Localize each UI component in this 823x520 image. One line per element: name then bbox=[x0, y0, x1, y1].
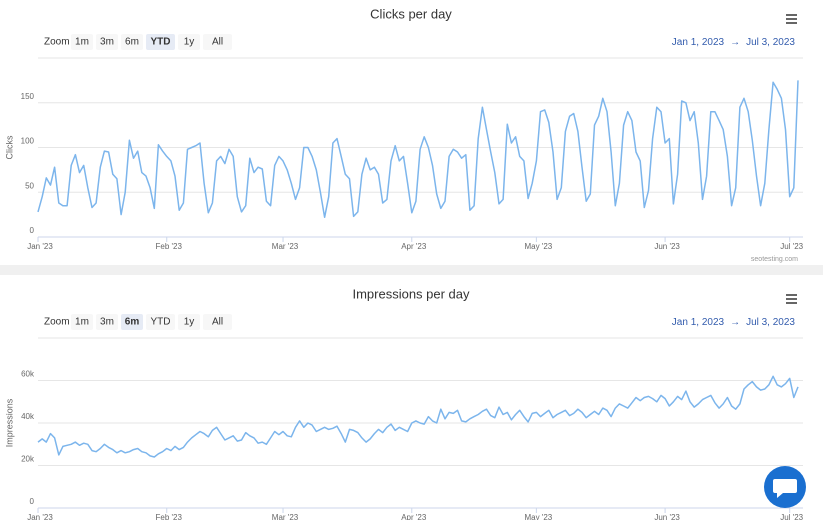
range-button[interactable]: YTD bbox=[146, 34, 175, 50]
menu-bar bbox=[786, 22, 797, 24]
range-button-label: 1y bbox=[184, 317, 195, 328]
y-tick-label: 50 bbox=[25, 181, 34, 190]
range-button[interactable]: 1y bbox=[178, 314, 200, 330]
range-button-label: All bbox=[212, 37, 223, 48]
range-button-bg bbox=[71, 314, 93, 330]
range-button-label: 1m bbox=[75, 317, 89, 328]
y-tick-label: 100 bbox=[21, 137, 35, 146]
range-button-label: 3m bbox=[100, 37, 114, 48]
x-tick-label: Jan '23 bbox=[27, 242, 53, 251]
x-tick-label: Mar '23 bbox=[272, 242, 299, 251]
x-tick-label: Jun '23 bbox=[654, 513, 680, 520]
range-button[interactable]: All bbox=[203, 314, 232, 330]
range-button-bg bbox=[96, 34, 118, 50]
menu-bar bbox=[786, 18, 797, 20]
x-tick-label: Jun '23 bbox=[654, 242, 680, 251]
range-button-bg bbox=[178, 314, 200, 330]
x-tick-label: May '23 bbox=[524, 513, 552, 520]
range-button-label: YTD bbox=[151, 37, 171, 48]
menu-bar bbox=[786, 14, 797, 16]
range-button-label: 1y bbox=[184, 37, 195, 48]
date-to: Jul 3, 2023 bbox=[746, 37, 795, 48]
range-button-label: 1m bbox=[75, 37, 89, 48]
range-button[interactable]: 6m bbox=[121, 314, 143, 330]
menu-bar bbox=[786, 302, 797, 304]
chart-title: Impressions per day bbox=[352, 286, 470, 301]
x-tick-label: Feb '23 bbox=[156, 242, 183, 251]
range-button-label: 3m bbox=[100, 317, 114, 328]
data-line bbox=[37, 375, 799, 458]
menu-bar bbox=[786, 298, 797, 300]
zoom-label: Zoom bbox=[44, 37, 70, 48]
y-tick-label: 60k bbox=[21, 370, 35, 379]
range-button-label: All bbox=[212, 317, 223, 328]
range-button[interactable]: All bbox=[203, 34, 232, 50]
separator bbox=[0, 265, 823, 275]
y-tick-label: 150 bbox=[21, 92, 35, 101]
menu-button[interactable] bbox=[786, 294, 797, 304]
range-button-bg bbox=[203, 314, 232, 330]
range-button[interactable]: 3m bbox=[96, 34, 118, 50]
x-tick-label: Apr '23 bbox=[401, 513, 427, 520]
chart-title: Clicks per day bbox=[370, 6, 452, 21]
range-button-bg bbox=[146, 314, 175, 330]
range-button-bg bbox=[146, 34, 175, 50]
range-button-bg bbox=[121, 34, 143, 50]
y-axis-title: Clicks bbox=[4, 135, 14, 159]
x-tick-label: Apr '23 bbox=[401, 242, 427, 251]
date-from: Jan 1, 2023 bbox=[672, 317, 725, 328]
range-button[interactable]: YTD bbox=[146, 314, 175, 330]
range-button-bg bbox=[71, 34, 93, 50]
date-to: Jul 3, 2023 bbox=[746, 317, 795, 328]
date-range: Jan 1, 2023 → Jul 3, 2023 bbox=[672, 37, 796, 48]
data-line bbox=[37, 80, 799, 219]
range-button-bg bbox=[178, 34, 200, 50]
chart: Impressions per day Zoom 1m 3m 6m YTD 1y All Jan… bbox=[4, 286, 803, 520]
x-tick-label: Jan '23 bbox=[27, 513, 53, 520]
range-button-bg bbox=[203, 34, 232, 50]
zoom-label: Zoom bbox=[44, 317, 70, 328]
range-button-label: 6m bbox=[125, 317, 140, 328]
x-tick-label: Jul '23 bbox=[780, 513, 803, 520]
menu-button[interactable] bbox=[786, 14, 797, 24]
x-tick-label: Mar '23 bbox=[272, 513, 299, 520]
range-button[interactable]: 1y bbox=[178, 34, 200, 50]
y-axis-title: Impressions bbox=[4, 398, 14, 447]
y-tick-label: 0 bbox=[30, 226, 35, 235]
menu-bar bbox=[786, 294, 797, 296]
range-button[interactable]: 1m bbox=[71, 34, 93, 50]
date-separator: → bbox=[730, 317, 740, 328]
date-range: Jan 1, 2023 → Jul 3, 2023 bbox=[672, 317, 796, 328]
chat-icon bbox=[773, 479, 797, 498]
x-tick-label: May '23 bbox=[524, 242, 552, 251]
x-tick-label: Feb '23 bbox=[156, 513, 183, 520]
range-button-bg bbox=[96, 314, 118, 330]
credits: seotesting.com bbox=[751, 256, 798, 263]
date-from: Jan 1, 2023 bbox=[672, 37, 725, 48]
range-button[interactable]: 1m bbox=[71, 314, 93, 330]
y-tick-label: 20k bbox=[21, 455, 35, 464]
chat-button[interactable] bbox=[764, 466, 806, 508]
chart: Clicks per day Zoom 1m 3m 6m YTD 1y All Jan 1, 2… bbox=[4, 6, 803, 262]
range-button-label: YTD bbox=[151, 317, 171, 328]
y-tick-label: 0 bbox=[30, 497, 35, 506]
y-tick-label: 40k bbox=[21, 412, 35, 421]
range-button[interactable]: 6m bbox=[121, 34, 143, 50]
range-button[interactable]: 3m bbox=[96, 314, 118, 330]
x-tick-label: Jul '23 bbox=[780, 242, 803, 251]
date-separator: → bbox=[730, 37, 740, 48]
range-button-label: 6m bbox=[125, 37, 139, 48]
range-button-bg bbox=[121, 314, 143, 330]
